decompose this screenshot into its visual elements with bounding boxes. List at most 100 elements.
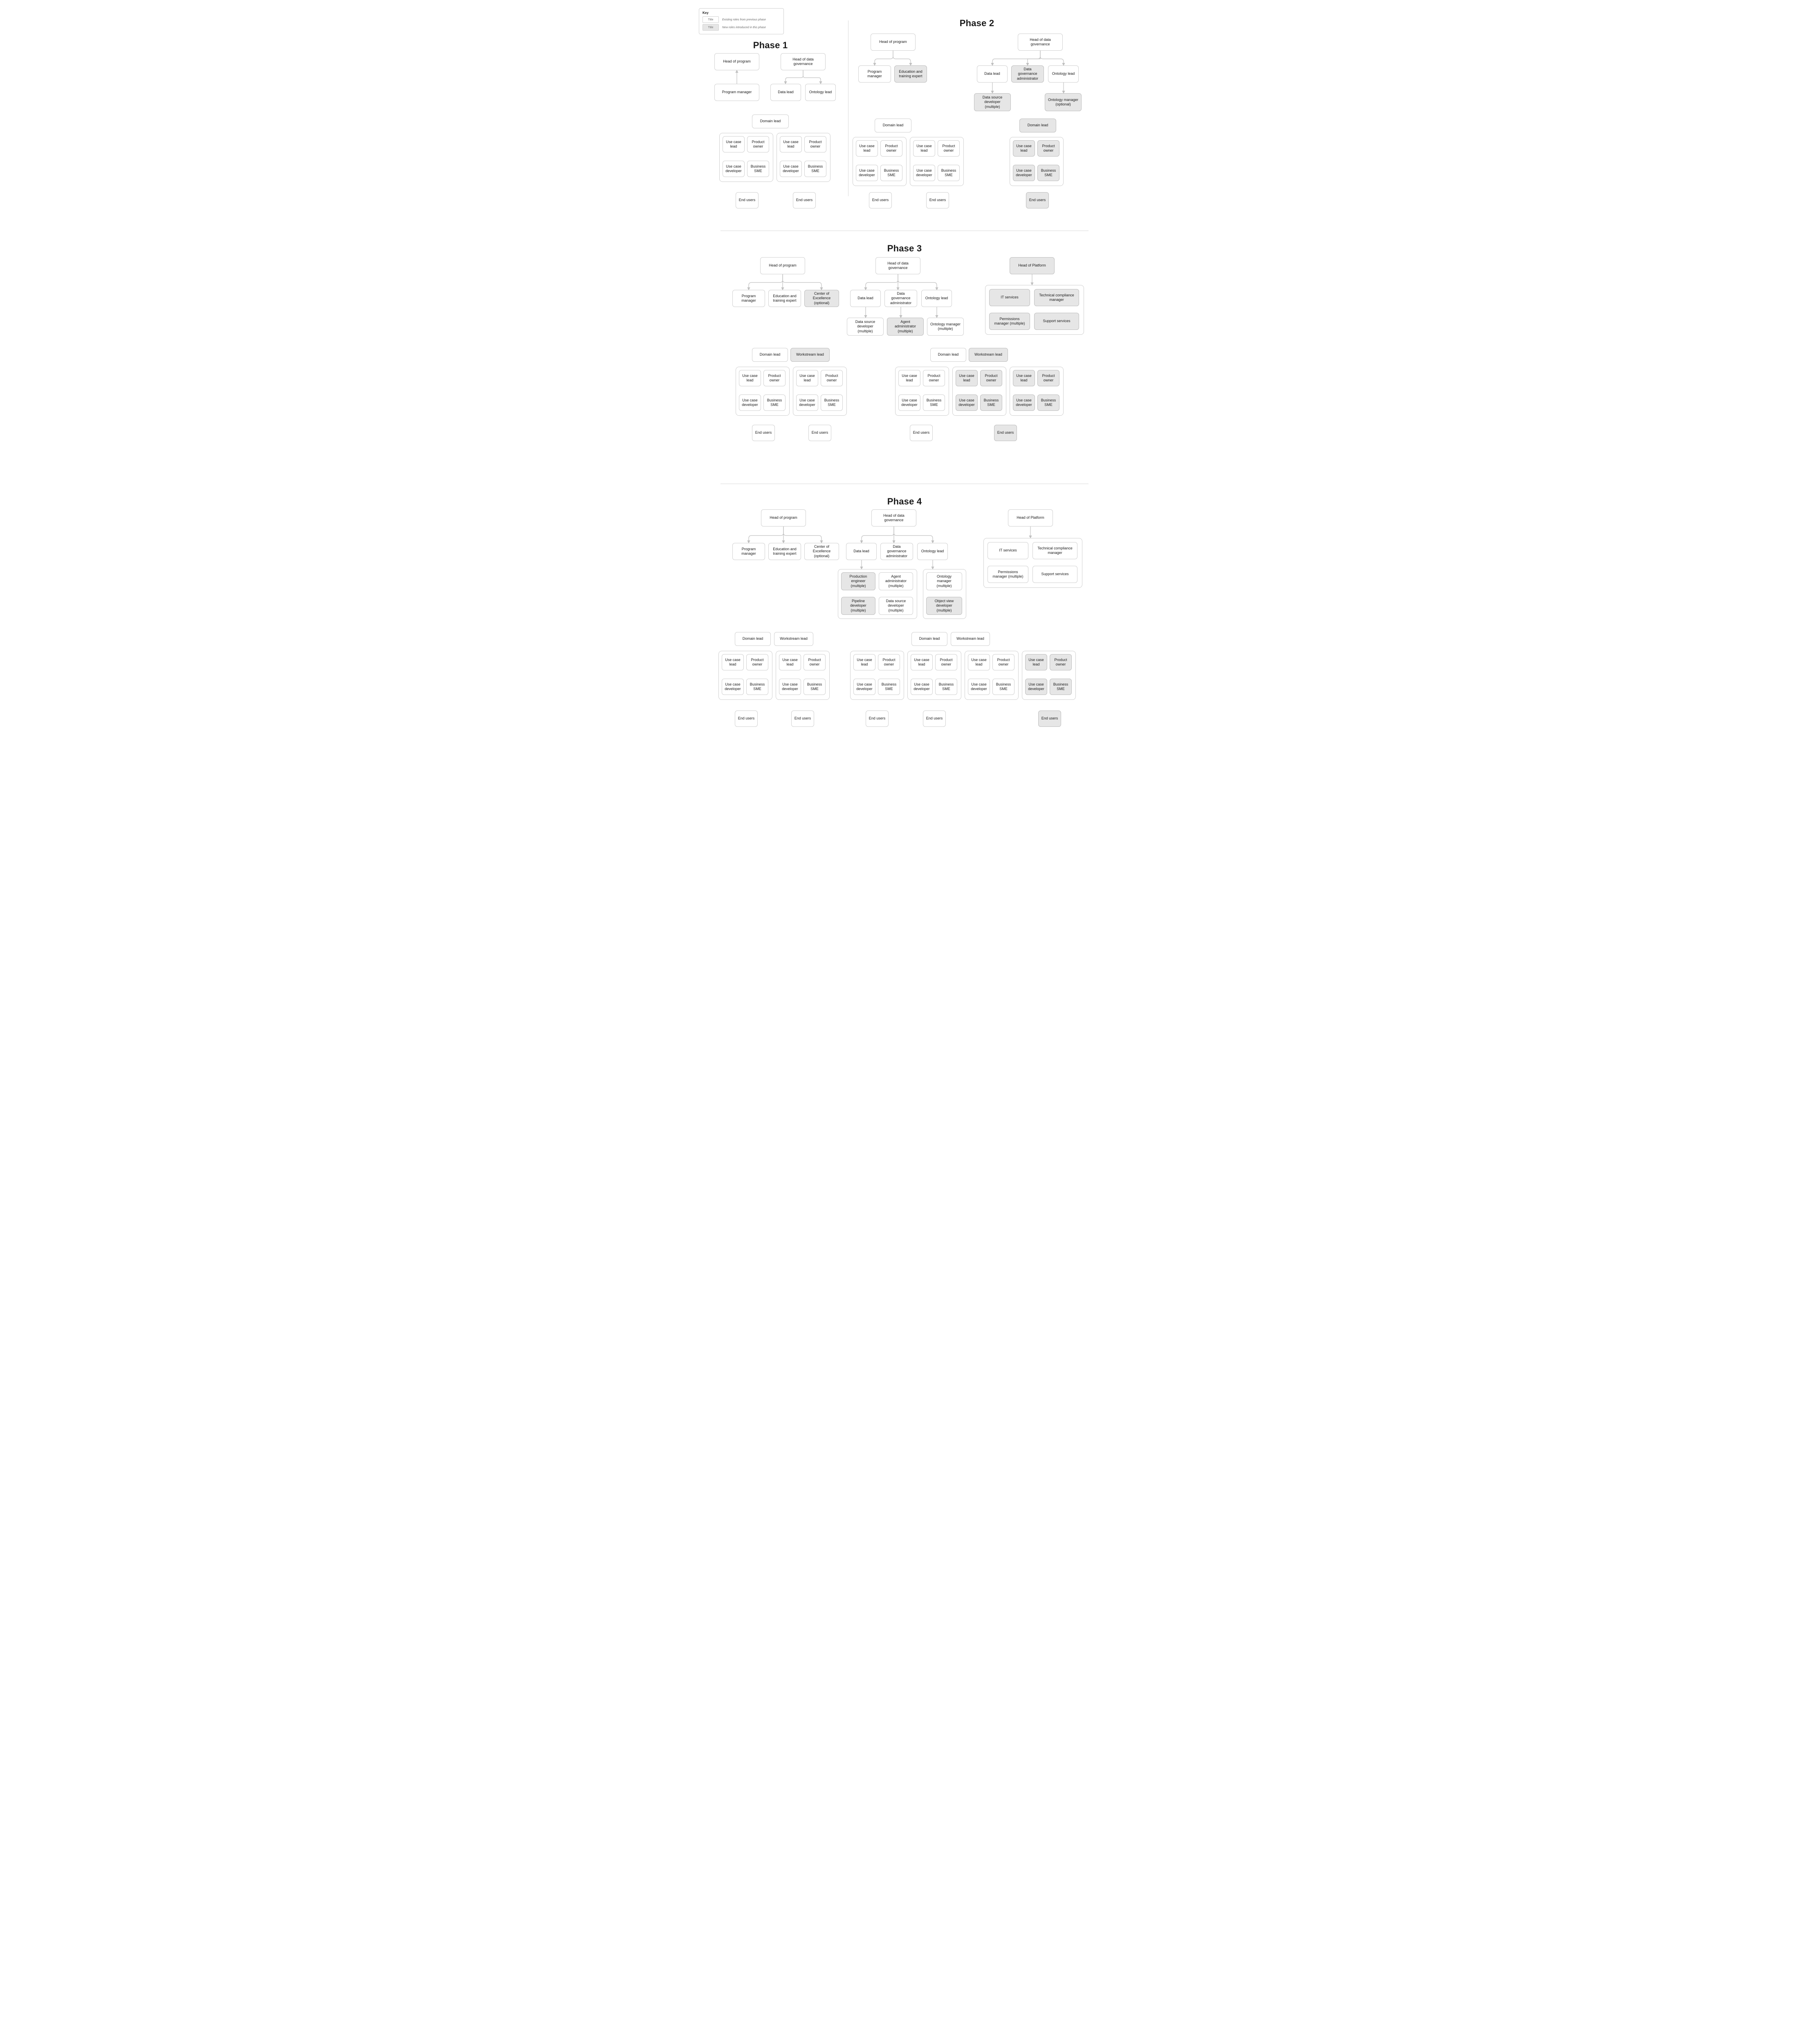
p3-tech-compliance: Technical compliance manager [1034, 289, 1079, 306]
p2-g1-po: Product owner [880, 140, 902, 157]
p4-tech-compliance: Technical compliance manager [1032, 542, 1077, 559]
phase-3-title: Phase 3 [699, 243, 1110, 254]
p2-dg-admin: Data governance administrator [1011, 65, 1044, 83]
p1-g1-product-owner: Product owner [747, 136, 769, 152]
p1-g1-use-case-dev: Use case developer [723, 161, 745, 177]
p3-g4-sme: Business SME [980, 394, 1002, 411]
p4-g3-ucl: Use case lead [853, 654, 875, 670]
p3-g5-ucl: Use case lead [1013, 370, 1035, 386]
phase-2-title: Phase 2 [854, 18, 1100, 29]
p4-g5-sme: Business SME [992, 679, 1014, 695]
p1-end-users-2: End users [793, 192, 816, 208]
p4-g2-po: Product owner [804, 654, 826, 670]
p3-workstream-lead-2: Workstream lead [969, 348, 1008, 362]
p1-g1-use-case-lead: Use case lead [723, 136, 745, 152]
p4-g1-ucd: Use case developer [722, 679, 744, 695]
p2-g2-ucd: Use case developer [913, 165, 935, 181]
legend-key: Key Title Existing roles from previous p… [699, 8, 784, 34]
p3-g4-po: Product owner [980, 370, 1002, 386]
p4-g4-ucd: Use case developer [911, 679, 933, 695]
p1-head-data-gov: Head of data governance [781, 53, 826, 70]
p4-head-platform: Head of Platform [1008, 509, 1053, 527]
p4-pipeline-dev: Pipeline developer (multiple) [841, 597, 875, 615]
p3-head-data-gov: Head of data governance [875, 257, 920, 274]
p4-it-services: IT services [988, 542, 1028, 559]
p2-g2-po: Product owner [938, 140, 960, 157]
p3-program-manager: Program manager [732, 290, 765, 307]
p4-perm-mgr: Permissions manager (multiple) [988, 566, 1028, 583]
p3-ontology-mgr: Ontology manager (multiple) [927, 318, 964, 336]
p4-g6-sme: Business SME [1050, 679, 1072, 695]
p4-g4-ucl: Use case lead [911, 654, 933, 670]
p2-data-lead: Data lead [977, 65, 1008, 83]
p4-workstream-lead-1: Workstream lead [774, 632, 813, 646]
p4-domain-lead-1: Domain lead [735, 632, 771, 646]
p1-domain-lead: Domain lead [752, 114, 789, 128]
p3-domain-lead-1: Domain lead [752, 348, 788, 362]
p2-g3-po: Product owner [1037, 140, 1059, 157]
p1-g2-business-sme: Business SME [804, 161, 826, 177]
p3-head-program: Head of program [760, 257, 805, 274]
p3-g5-ucd: Use case developer [1013, 394, 1035, 411]
p4-g6-ucl: Use case lead [1025, 654, 1047, 670]
p1-g2-use-case-dev: Use case developer [780, 161, 802, 177]
p2-head-data-gov: Head of data governance [1018, 34, 1063, 51]
p4-domain-lead-2: Domain lead [911, 632, 947, 646]
p1-g1-business-sme: Business SME [747, 161, 769, 177]
p4-g3-po: Product owner [878, 654, 900, 670]
p3-g3-ucl: Use case lead [898, 370, 920, 386]
p2-g1-ucd: Use case developer [856, 165, 878, 181]
p4-ontology-lead: Ontology lead [917, 543, 948, 560]
row-phase-4: Phase 4 Head of program Head of data gov… [699, 494, 1110, 764]
p3-support-services: Support services [1034, 313, 1079, 330]
p3-g1-ucd: Use case developer [739, 394, 761, 411]
p3-perm-mgr: Permissions manager (multiple) [989, 313, 1030, 330]
p1-g2-use-case-lead: Use case lead [780, 136, 802, 152]
row-phase-3: Phase 3 Head of program Head of data gov… [699, 241, 1110, 474]
p3-data-src-dev: Data source developer (multiple) [847, 318, 884, 336]
p2-g3-sme: Business SME [1037, 165, 1059, 181]
p3-edu-training: Education and training expert [768, 290, 801, 307]
p4-end-users-3: End users [866, 710, 889, 727]
p2-g2-ucl: Use case lead [913, 140, 935, 157]
p4-g1-ucl: Use case lead [722, 654, 744, 670]
legend-title: Key [703, 11, 780, 15]
p4-end-users-1: End users [735, 710, 758, 727]
p3-g4-ucl: Use case lead [956, 370, 978, 386]
p3-g2-po: Product owner [821, 370, 843, 386]
p4-g3-sme: Business SME [878, 679, 900, 695]
row-phase-1-2: Key Title Existing roles from previous p… [699, 8, 1110, 221]
p1-g2-product-owner: Product owner [804, 136, 826, 152]
p2-g2-sme: Business SME [938, 165, 960, 181]
legend-new-swatch: Title [703, 24, 719, 31]
p2-g3-ucd: Use case developer [1013, 165, 1035, 181]
p4-g6-ucd: Use case developer [1025, 679, 1047, 695]
p4-dg-admin: Data governance administrator [880, 543, 913, 560]
p3-g5-sme: Business SME [1037, 394, 1059, 411]
p3-g3-po: Product owner [923, 370, 945, 386]
p4-g1-sme: Business SME [746, 679, 768, 695]
p1-data-lead: Data lead [770, 84, 801, 101]
p4-obj-view-dev: Object view developer (multiple) [926, 597, 962, 615]
p4-ontology-mgr: Ontology manager (multiple) [926, 572, 962, 590]
p2-ontology-mgr: Ontology manager (optional) [1045, 93, 1082, 111]
p2-data-src-dev: Data source developer (multiple) [974, 93, 1011, 111]
p3-g3-sme: Business SME [923, 394, 945, 411]
p4-end-users-4: End users [923, 710, 946, 727]
p4-g5-po: Product owner [992, 654, 1014, 670]
p4-support-services: Support services [1032, 566, 1077, 583]
p1-end-users-1: End users [736, 192, 759, 208]
p3-domain-lead-2: Domain lead [930, 348, 966, 362]
p4-workstream-lead-2: Workstream lead [951, 632, 990, 646]
p3-end-users-3: End users [910, 425, 933, 441]
p2-ontology-lead: Ontology lead [1048, 65, 1079, 83]
p4-g4-sme: Business SME [935, 679, 957, 695]
phase-1-title: Phase 1 [699, 40, 842, 51]
p2-program-manager: Program manager [858, 65, 891, 83]
: Agent administrator (multiple) [887, 318, 924, 336]
p4-head-data-gov: Head of data governance [871, 509, 916, 527]
p4-program-manager: Program manager [732, 543, 765, 560]
p3-end-users-2: End users [808, 425, 831, 441]
p2-end-users-1: End users [869, 192, 892, 208]
p4-head-program: Head of program [761, 509, 806, 527]
